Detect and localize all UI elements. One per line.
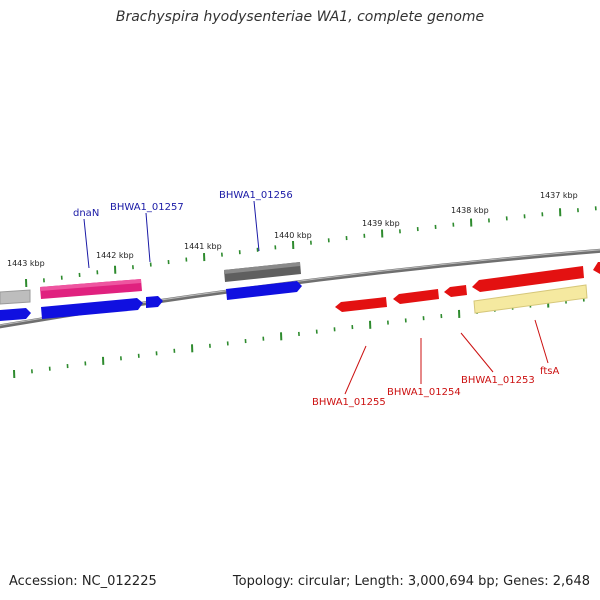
gene-label-01255[interactable]: BHWA1_01255	[312, 397, 386, 408]
gene-feature-blue-dnaN[interactable]	[41, 298, 143, 319]
gene-feature-blue-left[interactable]	[0, 308, 31, 321]
gene-feature-red-ftsA[interactable]	[472, 266, 584, 292]
gene-feature-dnaN-pink-top	[40, 279, 141, 291]
map-title: Brachyspira hyodysenteriae WA1, complete…	[115, 9, 485, 25]
tick-label-1437: 1437 kbp	[540, 191, 578, 200]
tick-label-1438: 1438 kbp	[451, 206, 489, 215]
gene-label-01254[interactable]: BHWA1_01254	[387, 387, 461, 398]
leader-01253	[460, 332, 494, 373]
gene-feature-yellow-ftsA[interactable]	[473, 284, 588, 314]
gene-label-01257[interactable]: BHWA1_01257	[110, 202, 184, 213]
genome-summary-text: Topology: circular; Length: 3,000,694 bp…	[232, 574, 590, 589]
tick-label-1440: 1440 kbp	[274, 231, 312, 240]
accession-text: Accession: NC_012225	[9, 574, 157, 589]
gene-label-01253[interactable]: BHWA1_01253	[461, 375, 535, 386]
gene-feature-red-01254[interactable]	[393, 289, 439, 304]
leader-dnaN	[83, 218, 90, 269]
gene-label-ftsA[interactable]: ftsA	[540, 366, 559, 377]
leader-01256	[253, 200, 260, 252]
leader-ftsA	[534, 319, 549, 364]
gene-feature-blue-01257[interactable]	[146, 296, 163, 308]
gene-feature-gray-left[interactable]	[0, 289, 31, 305]
tick-label-1442: 1442 kbp	[96, 251, 134, 260]
leader-01257	[145, 212, 151, 263]
gene-feature-red-01253[interactable]	[444, 285, 467, 297]
gene-feature-red-right-edge[interactable]	[593, 262, 600, 274]
tick-label-1439: 1439 kbp	[362, 219, 400, 228]
gene-feature-blue-01256[interactable]	[226, 281, 302, 300]
tick-label-1441: 1441 kbp	[184, 242, 222, 251]
gene-feature-red-01255[interactable]	[335, 297, 387, 312]
leader-01255	[344, 345, 367, 395]
inner-tick-ring	[13, 297, 585, 379]
gene-feature-dark-gray-top	[224, 262, 300, 274]
gene-label-01256[interactable]: BHWA1_01256	[219, 190, 293, 201]
gene-label-dnaN[interactable]: dnaN	[73, 208, 99, 219]
tick-label-1443: 1443 kbp	[7, 259, 45, 268]
outer-tick-ring	[25, 206, 597, 288]
